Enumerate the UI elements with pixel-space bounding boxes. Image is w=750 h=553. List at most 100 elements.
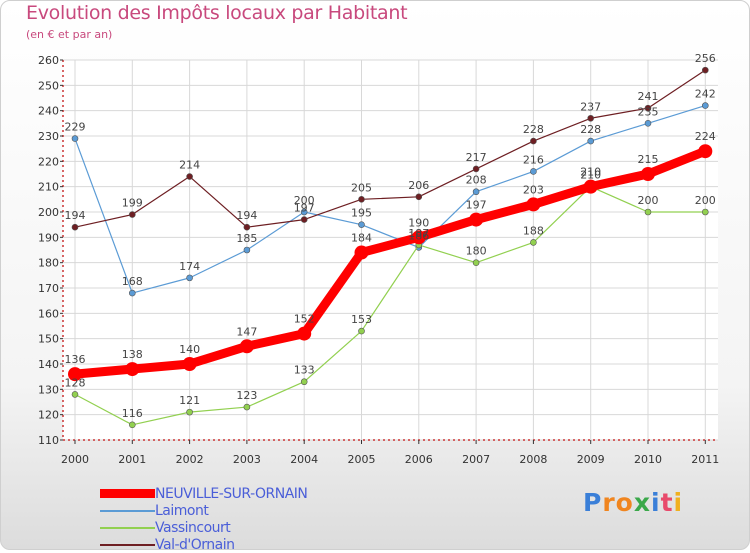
- data-label-neuville-sur-ornain: 138: [122, 348, 143, 361]
- logo-letter: r: [602, 488, 616, 517]
- data-point-val-d-ornain: [300, 216, 308, 223]
- data-label-val-d-ornain: 237: [580, 100, 601, 113]
- data-point-val-d-ornain: [472, 165, 480, 173]
- data-label-neuville-sur-ornain: 210: [580, 166, 601, 179]
- data-point-val-d-ornain: [129, 211, 136, 218]
- y-tick-label: 210: [38, 181, 59, 194]
- grid-layer: [63, 59, 718, 441]
- data-label-laimont: 186: [408, 229, 429, 242]
- data-label-neuville-sur-ornain: 140: [179, 343, 200, 356]
- x-tick-label: 2005: [348, 453, 376, 466]
- series-line-neuville-sur-ornain: [70, 146, 710, 379]
- legend-swatch: [100, 526, 155, 529]
- data-point-laimont: [472, 188, 480, 196]
- data-point-neuville-sur-ornain: [354, 245, 369, 260]
- data-label-vassincourt: 121: [179, 394, 200, 407]
- data-point-vassincourt: [530, 239, 537, 246]
- data-point-val-d-ornain: [186, 173, 193, 180]
- data-point-val-d-ornain: [71, 223, 79, 231]
- data-label-vassincourt: 116: [122, 407, 143, 420]
- data-point-neuville-sur-ornain: [583, 179, 598, 194]
- data-label-val-d-ornain: 199: [122, 197, 143, 210]
- x-tick-label: 2000: [61, 453, 89, 466]
- data-label-laimont: 200: [294, 194, 315, 207]
- data-point-vassincourt: [71, 391, 79, 398]
- data-label-laimont: 242: [695, 88, 716, 101]
- legend-item-neuville-sur-ornain: NEUVILLE-SUR-ORNAIN: [100, 485, 308, 502]
- proxiti-logo: Proxiti: [583, 488, 683, 517]
- legend-label: Val-d'Ornain: [155, 536, 235, 553]
- logo-letter: P: [583, 488, 603, 517]
- logo-letter: x: [633, 488, 651, 517]
- data-label-neuville-sur-ornain: 215: [638, 153, 659, 166]
- data-point-neuville-sur-ornain: [297, 326, 312, 341]
- x-tick-label: 2007: [462, 453, 490, 466]
- series-layer: [68, 66, 713, 429]
- y-tick-label: 230: [38, 130, 59, 143]
- y-tick-label: 250: [38, 79, 59, 92]
- data-label-val-d-ornain: 205: [351, 181, 372, 194]
- chart-subtitle: (en € et par an): [26, 28, 113, 41]
- data-point-val-d-ornain: [587, 114, 595, 122]
- series-line-val-d-ornain: [74, 69, 706, 228]
- data-label-neuville-sur-ornain: 184: [351, 232, 372, 245]
- y-tick-label: 120: [38, 409, 59, 422]
- data-point-neuville-sur-ornain: [125, 362, 140, 377]
- x-tick-label: 2009: [577, 453, 605, 466]
- data-label-vassincourt: 153: [351, 313, 372, 326]
- axis-layer: 110 120 130 140 150 160 170 180 190 200 210 220 230 2…: [38, 54, 719, 466]
- data-point-neuville-sur-ornain: [68, 367, 82, 382]
- series-line-vassincourt: [74, 186, 706, 426]
- series-line-laimont: [74, 104, 706, 294]
- data-point-val-d-ornain: [701, 66, 709, 74]
- label-layer: 229 168 174 185 200 195 186 208 216 228 235 242 128 1…: [65, 52, 716, 420]
- x-tick-label: 2003: [233, 453, 261, 466]
- data-point-laimont: [186, 274, 193, 282]
- data-label-vassincourt: 187: [408, 227, 429, 240]
- data-point-vassincourt: [472, 259, 480, 266]
- legend-item-laimont: Laimont: [100, 502, 307, 519]
- data-point-val-d-ornain: [644, 104, 652, 112]
- legend-swatch: [100, 489, 155, 498]
- legend-label: Laimont: [155, 502, 209, 519]
- data-point-neuville-sur-ornain: [698, 144, 713, 159]
- plot-area: [63, 60, 718, 440]
- data-point-laimont: [587, 137, 595, 145]
- data-point-vassincourt: [243, 403, 251, 411]
- y-tick-label: 240: [38, 105, 59, 118]
- data-label-val-d-ornain: 228: [523, 123, 544, 136]
- data-label-val-d-ornain: 214: [179, 159, 200, 172]
- legend-swatch: [100, 509, 155, 512]
- data-label-laimont: 229: [65, 121, 86, 134]
- data-label-neuville-sur-ornain: 190: [408, 216, 429, 229]
- y-tick-label: 150: [38, 333, 59, 346]
- data-point-vassincourt: [186, 408, 193, 416]
- data-point-vassincourt: [300, 378, 308, 386]
- data-label-val-d-ornain: 217: [466, 151, 487, 164]
- data-label-laimont: 195: [351, 207, 372, 220]
- x-tick-label: 2004: [290, 453, 318, 466]
- x-tick-label: 2008: [519, 453, 547, 466]
- legend-label: Vassincourt: [155, 519, 231, 536]
- x-tick-label: 2001: [118, 453, 146, 466]
- data-point-laimont: [300, 208, 308, 216]
- data-label-neuville-sur-ornain: 224: [695, 130, 716, 143]
- data-point-laimont: [358, 221, 365, 228]
- data-label-vassincourt: 128: [65, 376, 86, 389]
- y-tick-label: 170: [38, 282, 59, 295]
- data-point-laimont: [71, 135, 79, 142]
- data-point-val-d-ornain: [530, 137, 537, 145]
- data-label-val-d-ornain: 197: [294, 202, 315, 215]
- data-point-vassincourt: [358, 327, 365, 335]
- data-label-vassincourt: 123: [236, 389, 257, 402]
- data-label-laimont: 228: [580, 123, 601, 136]
- data-label-neuville-sur-ornain: 136: [65, 353, 86, 366]
- data-point-neuville-sur-ornain: [411, 230, 426, 245]
- data-label-vassincourt: 133: [294, 364, 315, 377]
- data-point-val-d-ornain: [243, 223, 251, 231]
- data-label-laimont: 185: [236, 232, 257, 245]
- y-tick-label: 190: [38, 231, 59, 244]
- y-tick-label: 160: [38, 307, 59, 320]
- data-label-laimont: 208: [466, 174, 487, 187]
